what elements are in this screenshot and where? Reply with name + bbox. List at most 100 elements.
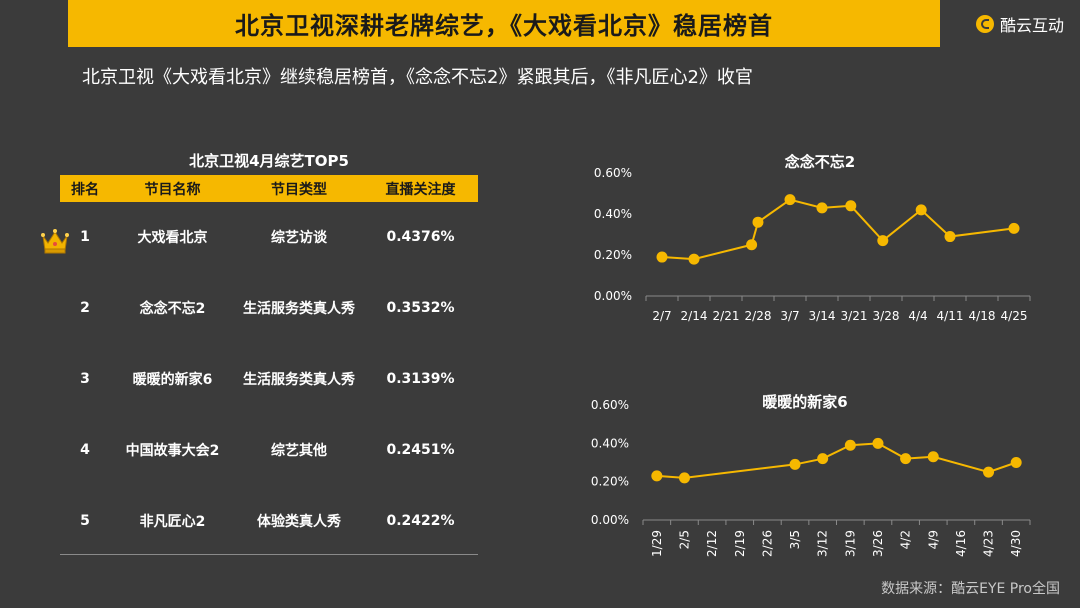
chart-title: 念念不忘2 <box>784 153 855 171</box>
data-point <box>789 458 801 470</box>
data-point <box>678 472 690 484</box>
table-row: 1 大戏看北京 综艺访谈 0.4376% <box>60 202 478 272</box>
cell-type: 生活服务类真人秀 <box>243 371 355 388</box>
x-tick-label: 4/18 <box>969 309 996 323</box>
cell-name: 中国故事大会2 <box>125 442 220 459</box>
data-point <box>656 251 668 263</box>
chart-nuannuan: 暖暖的新家6 0.00% 0.20% 0.40% 0.60% 1/29 2/5 2/12 2… <box>591 393 1031 557</box>
table-row: 3 暖暖的新家6 生活服务类真人秀 0.3139% <box>60 343 478 414</box>
data-point <box>651 470 663 482</box>
y-tick-label: 0.20% <box>594 248 632 262</box>
x-tick-label: 4/16 <box>954 530 968 557</box>
brand-logo-icon <box>975 15 994 33</box>
data-point <box>752 216 764 228</box>
cell-attention: 0.3139% <box>386 370 455 387</box>
cell-type: 体验类真人秀 <box>257 513 341 530</box>
data-point <box>1008 222 1020 234</box>
y-tick-label: 0.60% <box>594 166 632 180</box>
data-point <box>915 204 927 216</box>
table-row: 5 非凡匠心2 体验类真人秀 0.2422% <box>60 485 478 556</box>
title-bar: 北京卫视深耕老牌综艺，《大戏看北京》稳居榜首 <box>68 0 940 47</box>
x-tick-label: 2/7 <box>652 309 671 323</box>
page-title: 北京卫视深耕老牌综艺，《大戏看北京》稳居榜首 <box>235 12 773 40</box>
data-point <box>845 200 857 212</box>
x-tick-label: 1/29 <box>650 530 664 557</box>
table-header-row: 排名 节目名称 节目类型 直播关注度 <box>60 175 478 202</box>
x-tick-label: 2/5 <box>677 530 691 549</box>
data-point <box>983 466 995 478</box>
data-point <box>816 202 828 214</box>
x-tick-label: 3/14 <box>809 309 836 323</box>
data-point <box>746 239 758 251</box>
header-type: 节目类型 <box>271 181 327 198</box>
x-tick-label: 4/25 <box>1001 309 1028 323</box>
table-row: 4 中国故事大会2 综艺其他 0.2451% <box>60 414 478 485</box>
cell-rank: 4 <box>80 441 90 458</box>
cell-rank: 5 <box>80 512 90 529</box>
data-point <box>944 231 956 243</box>
cell-name: 念念不忘2 <box>139 300 206 317</box>
x-tick-label: 3/26 <box>871 530 885 557</box>
header-rank: 排名 <box>71 181 99 198</box>
x-tick-label: 4/23 <box>982 530 996 557</box>
data-point <box>784 194 796 206</box>
cell-attention: 0.2451% <box>386 441 455 458</box>
y-tick-label: 0.40% <box>591 436 629 450</box>
cell-type: 综艺其他 <box>271 442 327 459</box>
y-tick-label: 0.60% <box>591 398 629 412</box>
data-point <box>1010 457 1022 468</box>
cell-name: 暖暖的新家6 <box>132 371 213 388</box>
x-tick-label: 2/21 <box>713 309 740 323</box>
series-line <box>661 198 1015 261</box>
data-point <box>817 453 829 465</box>
x-tick-label: 3/28 <box>873 309 900 323</box>
x-tick-label: 4/4 <box>908 309 927 323</box>
x-tick-label: 2/19 <box>733 530 747 557</box>
x-tick-label: 3/7 <box>780 309 799 323</box>
table-title: 北京卫视4月综艺TOP5 <box>189 152 349 170</box>
data-point <box>688 253 700 265</box>
x-tick-label: 4/30 <box>1009 530 1023 557</box>
y-tick-label: 0.00% <box>591 513 629 527</box>
x-tick-label: 3/12 <box>816 530 830 557</box>
data-source: 数据来源：酷云EYE Pro全国 <box>881 581 1060 597</box>
cell-type: 生活服务类真人秀 <box>243 300 355 317</box>
series-line <box>656 442 1017 479</box>
table-row: 2 念念不忘2 生活服务类真人秀 0.3532% <box>60 272 478 343</box>
cell-type: 综艺访谈 <box>271 230 327 246</box>
x-tick-label: 3/5 <box>788 530 802 549</box>
x-tick-label: 2/14 <box>681 309 708 323</box>
brand: 酷云互动 <box>975 12 1064 36</box>
data-point <box>877 235 889 247</box>
y-tick-label: 0.00% <box>594 289 632 303</box>
cell-attention: 0.4376% <box>386 229 455 245</box>
data-point <box>872 437 884 449</box>
header-name: 节目名称 <box>144 181 201 198</box>
cell-attention: 0.3532% <box>386 299 455 316</box>
x-tick-label: 2/12 <box>705 530 719 557</box>
subtitle: 北京卫视《大戏看北京》继续稳居榜首，《念念不忘2》紧跟其后，《非凡匠心2》收官 <box>82 67 753 88</box>
chart-niannian: 念念不忘2 0.00% 0.20% 0.40% 0.60% 2/7 2/14 2/21 2/… <box>594 153 1031 323</box>
x-tick-label: 3/19 <box>843 530 857 557</box>
cell-rank: 2 <box>80 299 90 316</box>
cell-name: 大戏看北京 <box>137 230 208 246</box>
cell-rank: 1 <box>80 229 90 245</box>
table-bottom-rule <box>60 554 478 555</box>
cell-rank: 3 <box>80 370 90 387</box>
data-point <box>927 451 939 463</box>
data-point <box>844 439 856 451</box>
y-tick-label: 0.40% <box>594 207 632 221</box>
x-tick-label: 4/2 <box>899 530 913 549</box>
chart-title: 暖暖的新家6 <box>762 393 847 411</box>
crown-icon <box>41 229 69 254</box>
x-tick-label: 4/9 <box>926 530 940 549</box>
header-attention: 直播关注度 <box>385 181 456 198</box>
brand-name: 酷云互动 <box>999 16 1064 35</box>
cell-name: 非凡匠心2 <box>139 513 206 530</box>
x-tick-label: 2/26 <box>760 530 774 557</box>
x-tick-label: 2/28 <box>745 309 772 323</box>
x-tick-label: 3/21 <box>841 309 868 323</box>
y-tick-label: 0.20% <box>591 475 629 489</box>
ranking-table: 排名 节目名称 节目类型 直播关注度 1 大戏看北京 综艺访谈 0.4376% … <box>60 175 478 556</box>
data-point <box>900 453 912 465</box>
